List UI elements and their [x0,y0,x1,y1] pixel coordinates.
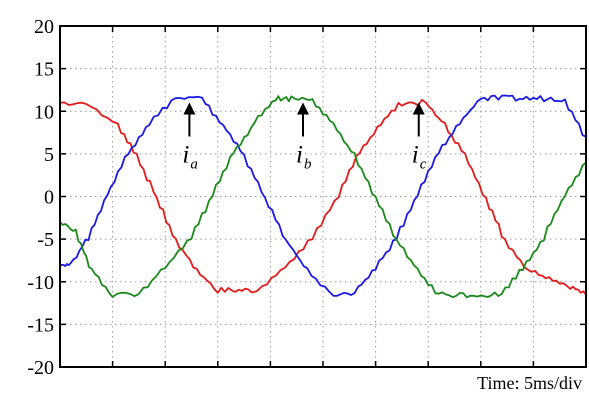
grid [60,26,586,367]
y-tick-label: -20 [27,357,54,379]
y-tick-label: -10 [27,272,54,294]
annotation-arrow-head [297,102,310,115]
y-tick-label: 20 [34,16,54,38]
time-scale-label: Time: 5ms/div [477,373,582,393]
series-line-2 [59,94,587,297]
annotation-arrow-head [412,102,425,115]
y-tick-label: 0 [44,187,54,209]
annotation-arrow-head [183,102,196,115]
annotation-subscript: a [190,156,198,172]
y-tick-label: -5 [37,229,54,251]
y-tick-label: -15 [27,314,54,336]
annotation-label: i [182,141,189,168]
annotation-subscript: c [420,156,427,172]
annotation-subscript: b [304,156,312,172]
annotation-label: i [296,141,303,168]
y-tick-label: 5 [44,144,54,166]
series-line-3 [59,95,587,299]
y-tick-label: 15 [34,59,54,81]
annotation-label: i [412,141,419,168]
plot-border [59,25,587,368]
y-tick-labels: 20 15 10 5 0 -5 -10 -15 -20 [27,16,54,379]
y-tick-label: 10 [34,101,54,123]
series-layer [59,94,587,299]
series-line-1 [59,98,587,296]
